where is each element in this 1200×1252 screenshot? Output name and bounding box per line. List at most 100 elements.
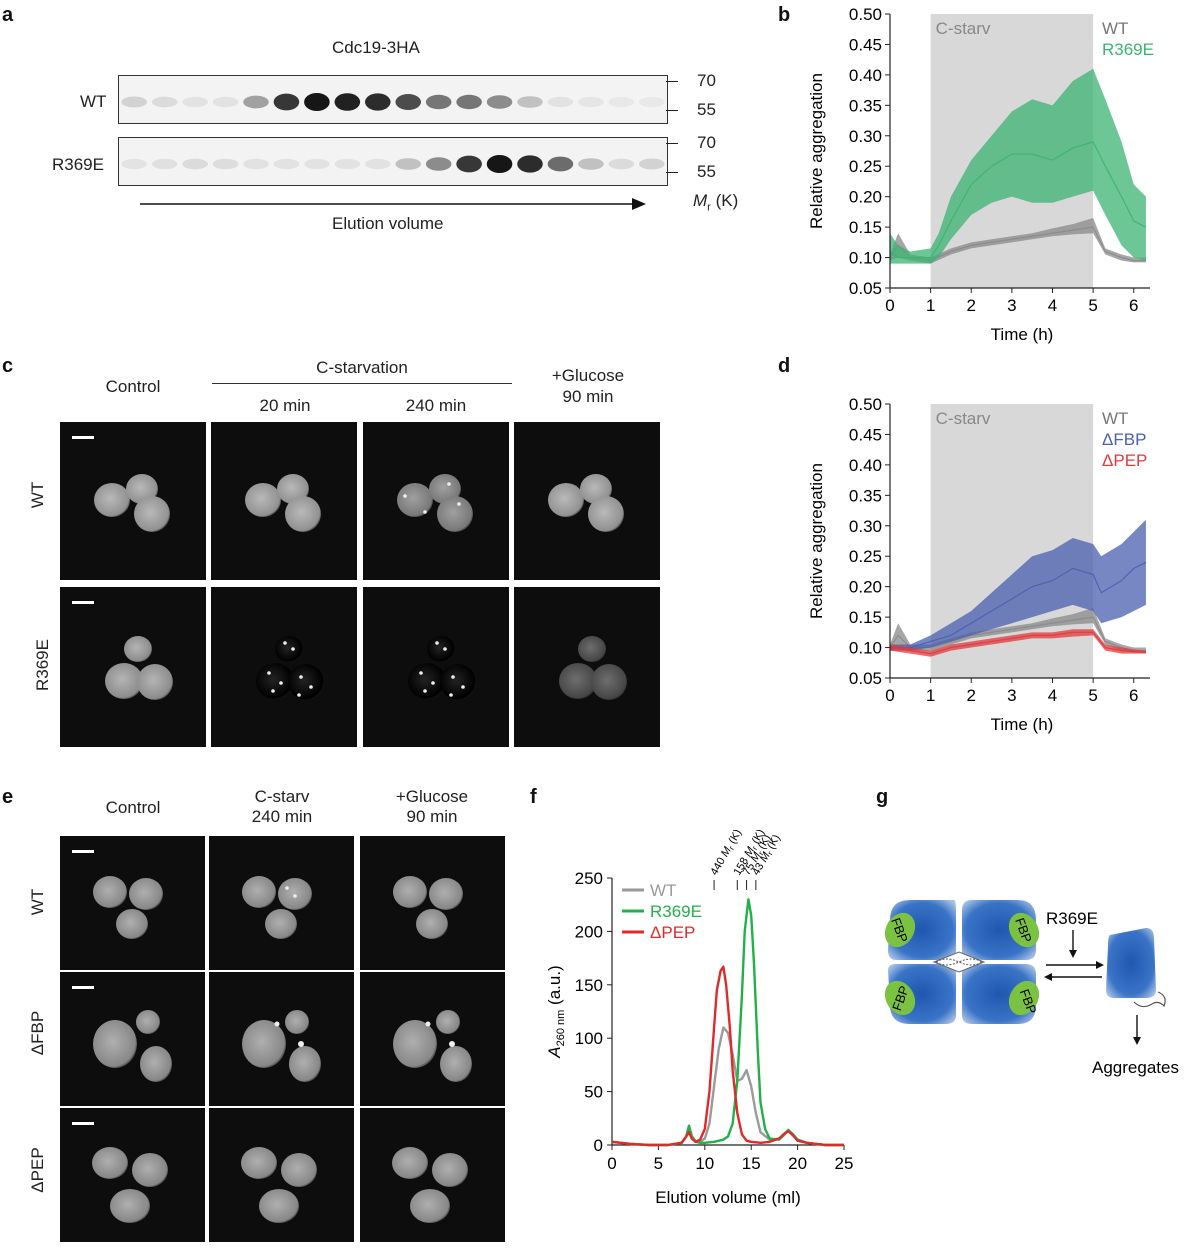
blot-band	[121, 158, 148, 170]
x-tick-label: 3	[1007, 296, 1016, 315]
col-header-glucose: +Glucose	[395, 787, 469, 806]
legend-entry: WT	[1102, 409, 1128, 428]
cell	[134, 496, 170, 532]
monomer	[1106, 928, 1166, 1008]
scale-bar	[72, 986, 94, 989]
blot-band	[243, 95, 269, 109]
x-tick-label: 5	[1088, 686, 1097, 705]
x-tick-label: 10	[695, 1154, 714, 1173]
cell	[285, 496, 321, 532]
y-tick-label: 250	[575, 869, 603, 888]
y-tick-label: 0.10	[849, 639, 882, 658]
y-tick-label: 0.40	[849, 456, 882, 475]
panel-label-a: a	[2, 4, 14, 26]
series-line	[611, 898, 844, 1147]
cell	[436, 1010, 460, 1034]
aggregate-dot	[425, 1021, 431, 1027]
marker-tick	[666, 81, 678, 82]
group-underline	[212, 383, 512, 384]
x-tick-label: 15	[742, 1154, 761, 1173]
x-tick-label: 25	[835, 1154, 854, 1173]
blot-lane-r369e	[118, 137, 668, 186]
y-axis-label: Relative aggregation	[807, 73, 826, 229]
blot-band	[425, 157, 452, 171]
cell	[392, 1147, 428, 1179]
chart-d: C-starv 0.05 0.10 0.15 0.20 0.25 0.30 0.35 0.40 0…	[807, 395, 1150, 734]
blot-band	[638, 158, 665, 170]
cell	[129, 878, 163, 910]
y-tick-label: 0.35	[849, 96, 882, 115]
cell	[289, 1046, 321, 1082]
cell	[281, 1153, 317, 1187]
aggregate-dot	[431, 681, 435, 685]
cell	[393, 1020, 437, 1068]
series-band	[890, 217, 1146, 264]
blot-band	[547, 96, 574, 108]
x-axis-label: Elution volume (ml)	[655, 1188, 801, 1207]
cell	[124, 636, 152, 662]
elution-arrow	[140, 198, 646, 210]
legend-entry: R369E	[1102, 40, 1154, 59]
micrograph	[60, 972, 205, 1106]
cell	[440, 664, 476, 700]
micrograph	[360, 972, 505, 1106]
series-line	[889, 631, 1146, 655]
panel-label-e: e	[2, 786, 14, 808]
row-label-dpep: ΔPEP	[28, 1147, 47, 1193]
micrograph	[360, 1108, 505, 1242]
blot-band	[304, 93, 330, 111]
blot-band	[182, 158, 208, 170]
blot-band	[334, 93, 361, 111]
x-tick-label: 4	[1048, 296, 1057, 315]
blot-band	[517, 155, 543, 173]
micrograph	[60, 1108, 205, 1242]
micrograph	[363, 422, 509, 580]
y-tick-label: 0.35	[849, 486, 882, 505]
chart-b: C-starv 0.05 0.10 0.15 0.20 0.25 0.30 0.35 0.40 0…	[807, 5, 1154, 344]
cell	[410, 1189, 450, 1223]
r369e-label: R369E	[1046, 909, 1098, 928]
cell	[245, 483, 281, 517]
micrograph	[209, 1108, 354, 1242]
aggregate-dot	[309, 685, 313, 689]
legend-entry: ΔFBP	[1102, 430, 1146, 449]
fbp-bubble: FBP	[884, 912, 916, 948]
micrograph	[363, 587, 509, 747]
y-tick-label: 0.50	[849, 395, 882, 414]
col-header-c-starv: C-starv	[254, 787, 310, 806]
cell	[285, 1010, 309, 1034]
micrograph	[211, 587, 357, 747]
shade-label: C-starv	[936, 19, 991, 38]
panel-label-c: c	[2, 355, 14, 377]
blot-band	[364, 158, 391, 170]
x-tick-label: 2	[967, 686, 976, 705]
x-tick-label: 20	[788, 1154, 807, 1173]
series-band	[890, 629, 1146, 657]
y-tick-label: 200	[575, 922, 603, 941]
cell	[116, 909, 148, 939]
micrograph	[60, 836, 205, 970]
blot-band	[151, 96, 178, 108]
y-axis-label: Relative aggregation	[807, 463, 826, 619]
blot-band	[212, 158, 239, 170]
y-tick-label: 0.30	[849, 127, 882, 146]
y-tick-label: 0.20	[849, 578, 882, 597]
cell	[265, 909, 297, 939]
x-tick-label: 2	[967, 296, 976, 315]
blot-band	[243, 158, 269, 170]
aggregate-dot	[419, 671, 423, 675]
col-header-glucose: +Glucose	[551, 366, 625, 385]
cell	[242, 1020, 286, 1068]
cell	[578, 636, 606, 662]
series-line	[889, 141, 1147, 259]
blot-band	[425, 94, 452, 110]
blot-band	[578, 158, 604, 170]
panel-label-g: g	[876, 786, 889, 808]
cell	[241, 1147, 277, 1179]
blot-band	[608, 96, 635, 108]
cell	[278, 878, 312, 910]
blot-band	[395, 94, 422, 110]
aggregate-dot	[403, 494, 407, 498]
y-tick-label: 0.05	[849, 669, 882, 688]
blot-band	[395, 158, 422, 170]
